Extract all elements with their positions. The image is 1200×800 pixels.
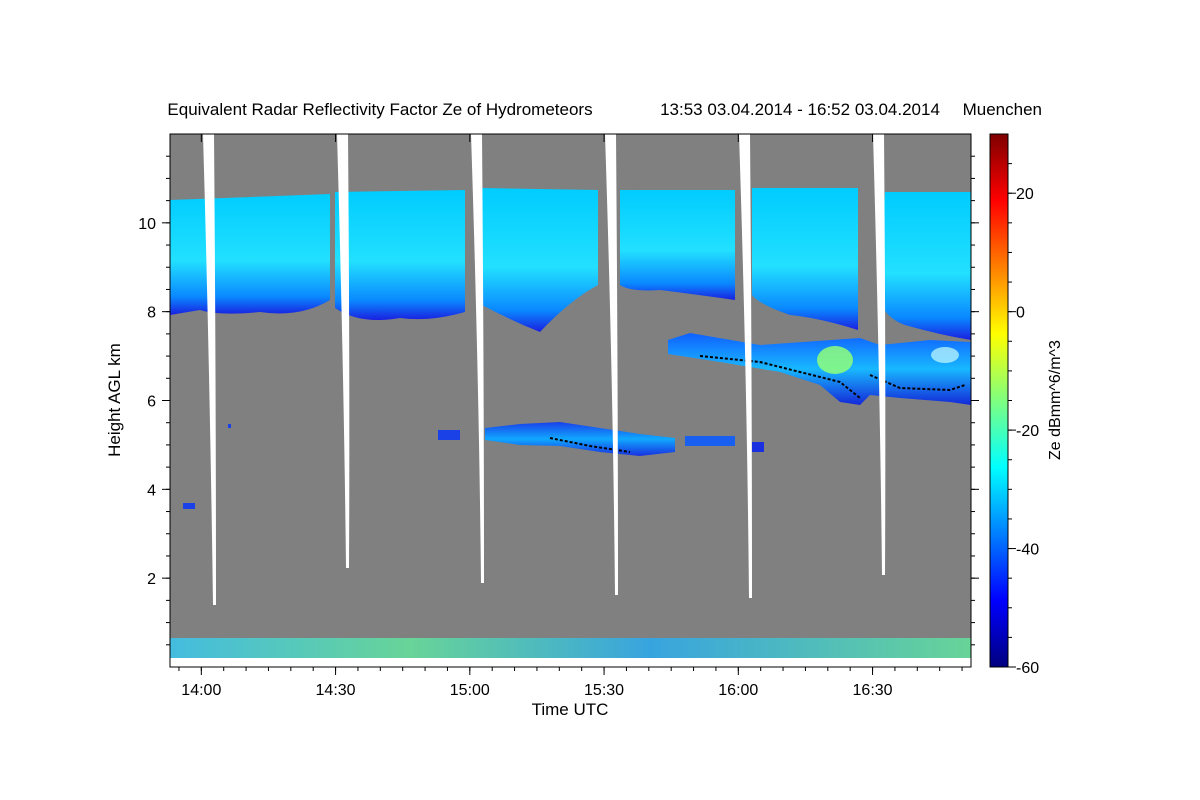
cloud-segment-3 bbox=[482, 188, 598, 332]
y-tick-label: 8 bbox=[147, 305, 156, 322]
y-tick-label: 10 bbox=[138, 216, 156, 233]
isolated-echo-1 bbox=[183, 503, 195, 509]
low-cloud-layer bbox=[438, 422, 764, 456]
colorbar-tick-label: -20 bbox=[1016, 423, 1039, 440]
x-tick-label: 14:00 bbox=[181, 682, 221, 699]
chart-time-range: 13:53 03.04.2014 - 16:52 03.04.2014 bbox=[660, 100, 940, 119]
y-tick-label: 4 bbox=[147, 482, 156, 499]
x-tick-label: 15:30 bbox=[584, 682, 624, 699]
colorbar-label: Ze dBmm^6/m^3 bbox=[1047, 340, 1064, 460]
x-tick-label: 16:30 bbox=[853, 682, 893, 699]
isolated-echo-2 bbox=[228, 424, 231, 428]
cloud-segment-5 bbox=[752, 188, 858, 330]
mid-cloud-patch bbox=[931, 347, 959, 363]
y-tick-label: 6 bbox=[147, 394, 156, 411]
low-cloud-fragment-3 bbox=[752, 442, 764, 452]
cloud-segment-6 bbox=[880, 192, 971, 340]
colorbar bbox=[989, 133, 1009, 668]
colorbar-tick-label: -60 bbox=[1016, 660, 1039, 677]
x-tick-label: 15:00 bbox=[450, 682, 490, 699]
x-axis-label: Time UTC bbox=[532, 700, 609, 719]
colorbar-tick-label: -40 bbox=[1016, 542, 1039, 559]
y-tick-label: 2 bbox=[147, 571, 156, 588]
x-axis: 14:00 14:30 15:00 15:30 16:00 16:30 bbox=[178, 134, 963, 699]
chart-title: Equivalent Radar Reflectivity Factor Ze … bbox=[167, 100, 592, 119]
ground-clutter bbox=[170, 638, 971, 658]
cloud-segment-4 bbox=[620, 190, 735, 300]
low-cloud-fragment-1 bbox=[438, 430, 460, 440]
low-cloud-fragment-2 bbox=[685, 436, 735, 446]
cloud-segment-1 bbox=[170, 194, 330, 315]
colorbar-axis: 20 0 -20 -40 -60 bbox=[1008, 163, 1039, 677]
x-tick-label: 16:00 bbox=[718, 682, 758, 699]
low-cloud-body bbox=[485, 422, 675, 456]
data-gaps bbox=[170, 134, 971, 667]
y-axis: 2 4 6 8 10 bbox=[138, 155, 979, 646]
colorbar-tick-label: 20 bbox=[1016, 186, 1034, 203]
chart-location: Muenchen bbox=[963, 100, 1042, 119]
y-axis-label: Height AGL km bbox=[105, 343, 124, 457]
upper-cloud-layer bbox=[170, 188, 971, 340]
colorbar-tick-label: 0 bbox=[1016, 305, 1025, 322]
mid-cloud-core bbox=[817, 346, 853, 374]
cloud-segment-2 bbox=[335, 190, 465, 321]
x-tick-label: 14:30 bbox=[316, 682, 356, 699]
